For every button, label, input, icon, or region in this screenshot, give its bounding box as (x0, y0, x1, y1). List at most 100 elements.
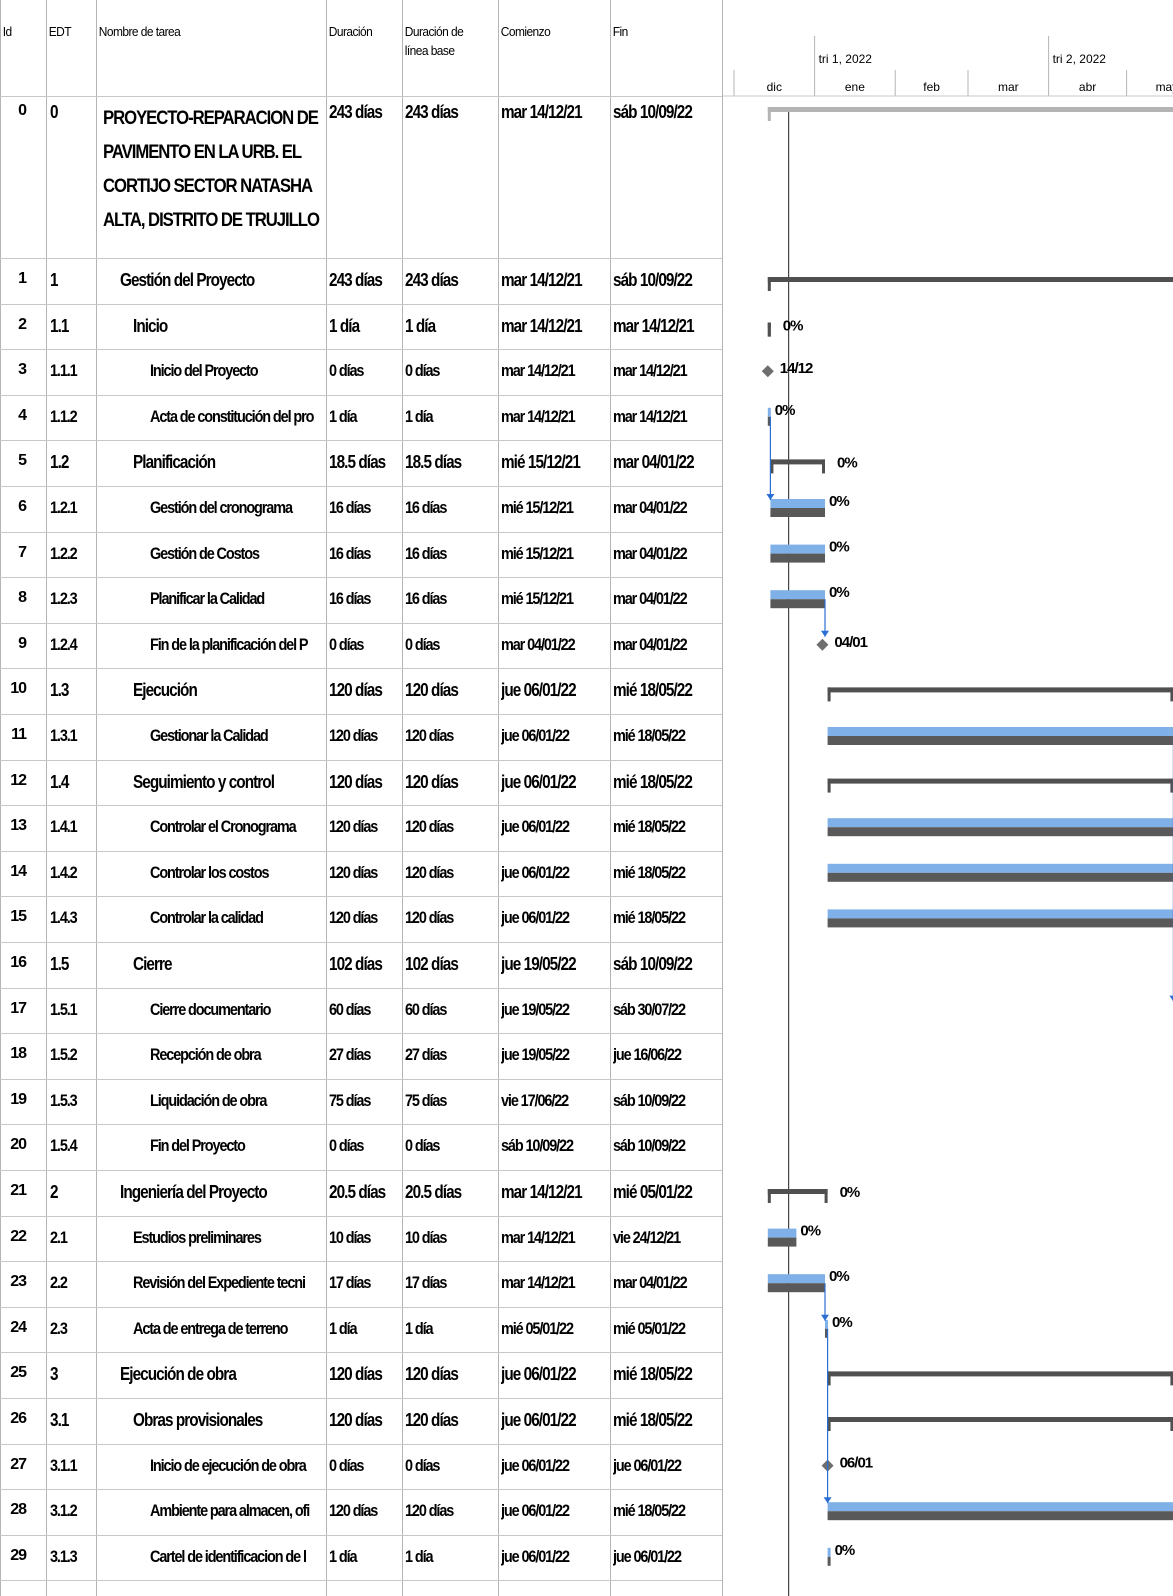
cell-edt: 1.5.2 (50, 1045, 78, 1065)
progress-label: 0% (840, 1184, 860, 1201)
cell-duration: 16 días (329, 498, 371, 517)
cell-duration: 60 días (329, 999, 371, 1019)
cell-duration: 1 día (329, 406, 358, 426)
column-header-end[interactable]: Fin (610, 0, 713, 96)
table-row[interactable]: 1 1 Gestión del Proyecto 243 días 243 días ma… (0, 258, 722, 304)
table-row[interactable]: 19 1.5.3 Liquidación de obra 75 días 75 días… (0, 1079, 722, 1125)
cell-id: 18 (10, 1045, 27, 1063)
row-divider (0, 759, 722, 761)
table-row[interactable]: 4 1.1.2 Acta de constitución del pro 1 día 1… (0, 395, 722, 441)
month-label: may (1156, 80, 1173, 94)
cell-edt: 1.5.1 (50, 999, 78, 1019)
table-row[interactable]: 15 1.4.3 Controlar la calidad 120 días 120 d… (0, 896, 722, 942)
table-row[interactable]: 20 1.5.4 Fin del Proyecto 0 días 0 días sáb 1… (0, 1124, 722, 1170)
table-row[interactable]: 26 3.1 Obras provisionales 120 días 120 días… (0, 1398, 722, 1444)
table-row[interactable]: 23 2.2 Revisión del Expediente tecni 17 día… (0, 1261, 722, 1307)
column-header-name-label: Nombre de tarea (98, 24, 181, 39)
milestone-date-label: 14/12 (780, 360, 813, 377)
cell-start: jue 06/01/22 (501, 862, 570, 882)
cell-edt: 1 (50, 270, 59, 290)
cell-start: mar 14/12/21 (501, 361, 576, 381)
column-header-name[interactable]: Nombre de tarea (96, 0, 308, 96)
baseline-bar (767, 416, 771, 426)
cell-edt: 1.5 (50, 954, 69, 974)
table-row[interactable]: 7 1.2.2 Gestión de Costos 16 días 16 días mié… (0, 532, 722, 578)
table-row[interactable]: 24 2.3 Acta de entrega de terreno 1 día 1 dí… (0, 1307, 722, 1353)
cell-id: 29 (10, 1546, 27, 1564)
cell-id: 13 (10, 817, 27, 835)
summary-bar-start-cap (827, 687, 831, 702)
table-row[interactable]: 11 1.3.1 Gestionar la Calidad 120 días 120 d… (0, 714, 722, 760)
table-row[interactable]: 2 1.1 Inicio 1 día 1 día mar 14/12/21 mar 14/1… (0, 304, 722, 350)
table-row[interactable]: 12 1.4 Seguimiento y control 120 días 120 dí… (0, 760, 722, 806)
summary-bar-start-cap (767, 107, 771, 121)
table-row[interactable]: 28 3.1.2 Ambiente para almacen, ofi 120 día… (0, 1489, 722, 1535)
summary-bar (827, 778, 1173, 784)
table-row[interactable]: 29 3.1.3 Cartel de identificacion de l 1 dí… (0, 1535, 722, 1581)
column-header-baseline-duration[interactable]: Duración de línea base (402, 0, 490, 96)
table-row[interactable]: 18 1.5.2 Recepción de obra 27 días 27 días ju… (0, 1033, 722, 1079)
cell-task-name: Acta de constitución del pro (150, 406, 314, 426)
column-header-duration[interactable]: Duración (326, 0, 396, 96)
cell-edt: 1.1 (50, 315, 69, 336)
row-divider (0, 1306, 722, 1308)
month-label: ene (845, 80, 865, 94)
cell-edt: 1.2.2 (50, 543, 78, 563)
cell-duration: 120 días (329, 680, 383, 701)
cell-task-name: Fin del Proyecto (150, 1136, 246, 1156)
cell-end: mar 04/01/22 (613, 634, 688, 654)
table-row[interactable]: 21 2 Ingeniería del Proyecto 20.5 días 20.5 … (0, 1170, 722, 1216)
row-divider (0, 805, 722, 807)
cell-end: sáb 30/07/22 (613, 999, 686, 1019)
column-header-id[interactable]: Id (0, 0, 26, 96)
table-row[interactable]: 9 1.2.4 Fin de la planificación del P 0 día… (0, 623, 722, 669)
cell-duration: 27 días (329, 1045, 371, 1065)
table-row[interactable]: 8 1.2.3 Planificar la Calidad 16 días 16 día… (0, 577, 722, 623)
cell-duration: 16 días (329, 543, 371, 563)
cell-id: 20 (10, 1136, 27, 1154)
cell-baseline-duration: 0 días (405, 361, 440, 381)
table-row[interactable]: 10 1.3 Ejecución 120 días 120 días jue 06/01/… (0, 668, 722, 714)
dependency-arrow (823, 1497, 832, 1504)
cell-end: mar 14/12/21 (613, 406, 688, 426)
table-row[interactable]: 13 1.4.1 Controlar el Cronograma 120 días 12… (0, 805, 722, 851)
row-divider (0, 1534, 722, 1536)
column-header-end-label: Fin (612, 24, 629, 39)
cell-edt: 1.2.4 (50, 634, 78, 654)
table-row[interactable]: 5 1.2 Planificación 18.5 días 18.5 días mié 1… (0, 440, 722, 486)
table-row[interactable]: 27 3.1.1 Inicio de ejecución de obra 0 días… (0, 1444, 722, 1490)
cell-duration: 120 días (329, 771, 383, 792)
task-bar (770, 499, 825, 508)
table-row[interactable]: 3 1.1.1 Inicio del Proyecto 0 días 0 días mar… (0, 349, 722, 395)
cell-edt: 1.4 (50, 771, 69, 792)
quarter-label: tri 2, 2022 (1053, 52, 1107, 66)
cell-start: jue 06/01/22 (501, 680, 577, 701)
row-divider (0, 942, 722, 943)
column-divider (46, 0, 47, 1596)
cell-id: 11 (11, 726, 27, 743)
cell-end: vie 24/12/21 (613, 1227, 681, 1247)
cell-baseline-duration: 17 días (405, 1273, 447, 1293)
quarter-label: tri 1, 2022 (819, 52, 873, 66)
cell-task-name: Recepción de obra (150, 1045, 262, 1065)
table-row[interactable]: 25 3 Ejecución de obra 120 días 120 días jue … (0, 1352, 722, 1398)
milestone-date-label: 04/01 (834, 634, 867, 651)
baseline-bar (827, 827, 1173, 837)
table-row[interactable]: 16 1.5 Cierre 102 días 102 días jue 19/05/22 s… (0, 942, 722, 988)
table-row[interactable]: 14 1.4.2 Controlar los costos 120 días 120 d… (0, 851, 722, 897)
task-bar (827, 1502, 1173, 1512)
cell-duration: 75 días (329, 1090, 371, 1110)
column-header-edt[interactable]: EDT (46, 0, 92, 96)
progress-label: 0% (829, 1268, 849, 1285)
column-divider (610, 0, 611, 1596)
cell-end: mié 18/05/22 (613, 908, 686, 928)
table-row[interactable]: 6 1.2.1 Gestión del cronograma 16 días 16 dí… (0, 486, 722, 532)
table-row[interactable]: 22 2.1 Estudios preliminares 10 días 10 días… (0, 1216, 722, 1262)
table-row[interactable]: 0 0 PROYECTO-REPARACION DE PAVIMENTO EN LA… (0, 96, 722, 258)
cell-task-name: Gestionar la Calidad (150, 726, 269, 745)
column-header-start[interactable]: Comienzo (498, 0, 601, 96)
cell-baseline-duration: 16 días (405, 543, 447, 563)
table-row[interactable]: 17 1.5.1 Cierre documentario 60 días 60 días… (0, 988, 722, 1034)
baseline-bar (827, 1511, 1173, 1521)
cell-edt: 1.1.1 (50, 361, 78, 381)
